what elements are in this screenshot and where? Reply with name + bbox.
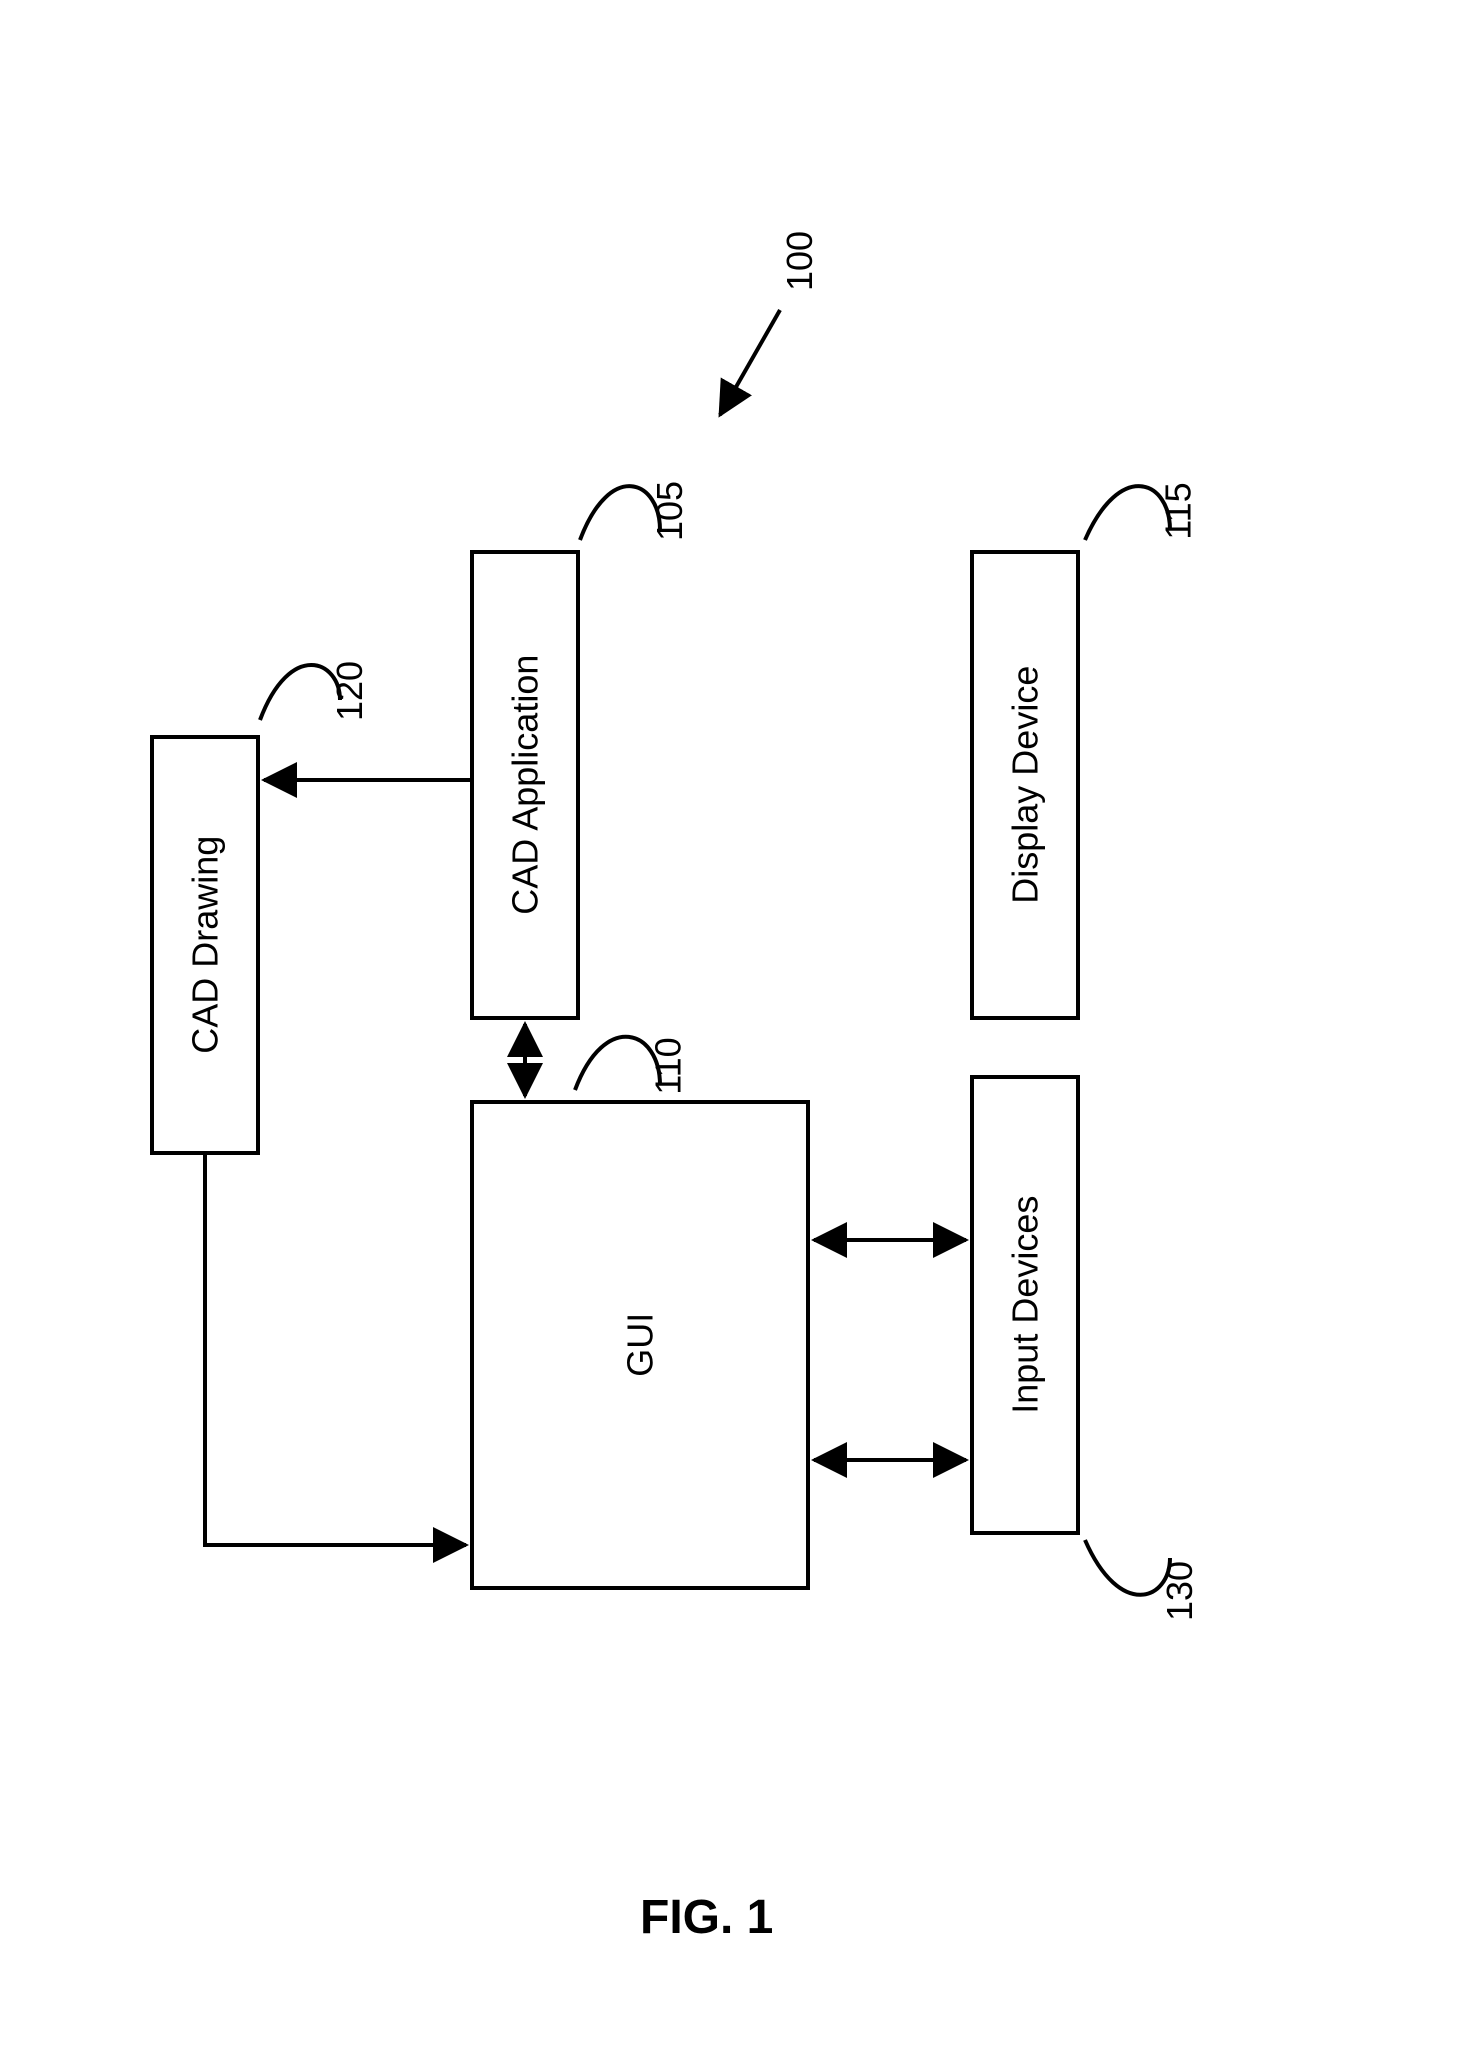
figure-caption: FIG. 1: [640, 1890, 773, 1945]
diagram-canvas: CAD Drawing CAD Application GUI Display …: [0, 0, 1483, 2056]
node-cad-drawing: CAD Drawing: [150, 735, 260, 1155]
node-label: CAD Drawing: [184, 836, 225, 1054]
leader-curve-120: [260, 665, 340, 720]
leader-arrow-system: [720, 310, 780, 415]
ref-cad-application: 105: [649, 481, 691, 541]
edge-caddrawing-gui: [205, 1155, 466, 1545]
node-label: Display Device: [1004, 666, 1045, 904]
ref-system: 100: [779, 231, 821, 291]
node-label: CAD Application: [504, 655, 545, 915]
node-label: GUI: [619, 1313, 660, 1377]
ref-cad-drawing: 120: [329, 661, 371, 721]
ref-input-devices: 130: [1159, 1561, 1201, 1621]
ref-display-device: 115: [1158, 482, 1200, 539]
leader-curve-105: [580, 486, 660, 540]
ref-gui: 110: [648, 1037, 690, 1094]
node-label: Input Devices: [1004, 1196, 1045, 1414]
leader-curve-130: [1085, 1540, 1170, 1595]
node-cad-application: CAD Application: [470, 550, 580, 1020]
node-gui: GUI: [470, 1100, 810, 1590]
node-input-devices: Input Devices: [970, 1075, 1080, 1535]
node-display-device: Display Device: [970, 550, 1080, 1020]
